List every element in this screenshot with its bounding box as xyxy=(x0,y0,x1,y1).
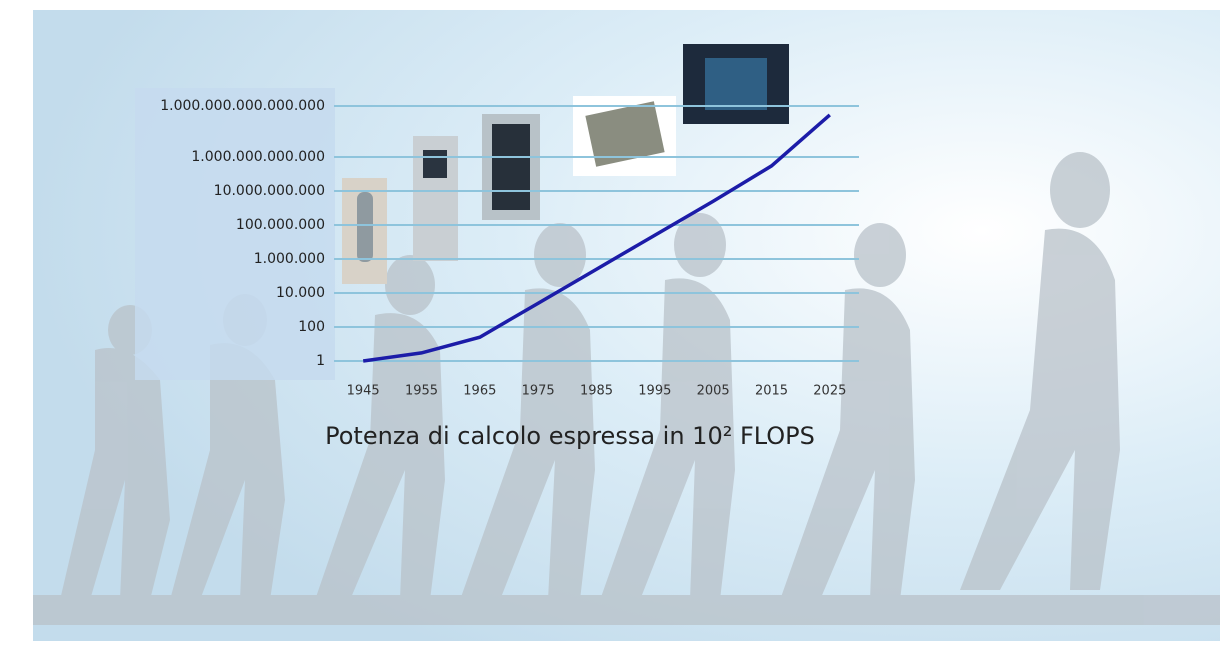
y-tick-label: 1.000.000.000.000.000 xyxy=(160,98,325,114)
transistor xyxy=(423,150,447,178)
y-tick-label: 1 xyxy=(316,353,325,369)
y-tick-label: 100.000.000 xyxy=(236,217,325,233)
x-tick-label: 1985 xyxy=(580,384,613,399)
chart-title: Potenza di calcolo espressa in 10² FLOPS xyxy=(325,422,815,450)
y-tick-label: 10.000 xyxy=(276,285,325,301)
x-tick-label: 1995 xyxy=(638,384,671,399)
vacuum-tube xyxy=(357,192,373,262)
x-tick-label: 1945 xyxy=(347,384,380,399)
data-line xyxy=(362,113,831,363)
y-tick-label: 100 xyxy=(298,319,325,335)
x-tick-label: 1955 xyxy=(405,384,438,399)
plot: 1 100 10.000 1.000.000 100.000.000 10.000.000… xyxy=(160,98,859,399)
cpu-chip xyxy=(585,101,665,167)
gpu-chip xyxy=(705,58,767,110)
x-tick-label: 2025 xyxy=(813,384,846,399)
y-tick-label: 10.000.000.000 xyxy=(214,183,325,199)
x-tick-label: 2015 xyxy=(755,384,788,399)
ic-chip xyxy=(492,124,530,210)
x-tick-label: 1975 xyxy=(522,384,555,399)
axis-panel xyxy=(135,88,335,380)
x-tick-label: 1965 xyxy=(463,384,496,399)
evolution-silhouettes xyxy=(33,152,1220,625)
y-tick-label: 1.000.000 xyxy=(254,251,325,267)
component-pictures xyxy=(342,44,789,284)
x-tick-label: 2005 xyxy=(697,384,730,399)
y-tick-label: 1.000.000.000.000 xyxy=(191,149,325,165)
